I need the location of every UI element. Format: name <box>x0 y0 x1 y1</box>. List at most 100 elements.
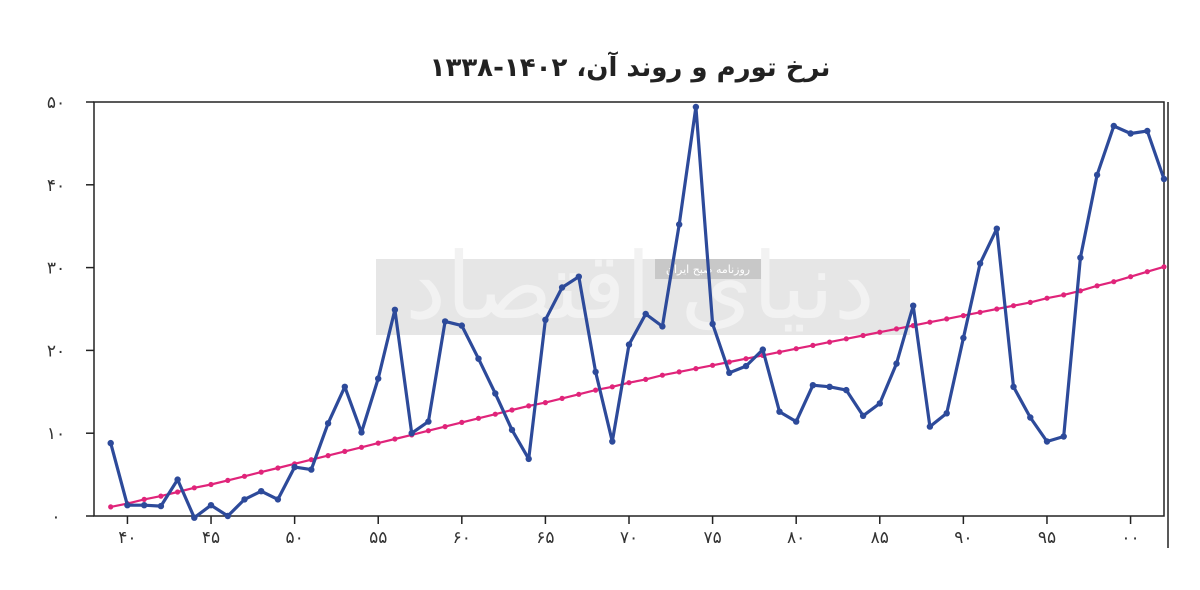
x-tick-label: ۹۵ <box>1038 528 1056 548</box>
trend-point <box>693 366 699 372</box>
inflation-point <box>107 439 114 447</box>
trend-point <box>1061 292 1067 298</box>
x-tick-label: ۹۰ <box>954 528 972 548</box>
inflation-point <box>843 386 850 394</box>
inflation-point <box>742 362 750 370</box>
trend-point <box>459 419 465 425</box>
inflation-point <box>692 103 700 111</box>
trend-point <box>392 436 398 442</box>
trend-point <box>1044 295 1050 301</box>
inflation-point <box>876 400 883 407</box>
inflation-point <box>609 438 616 445</box>
trend-point <box>977 309 983 315</box>
trend-point <box>108 504 114 510</box>
trend-point <box>191 485 197 491</box>
trend-point <box>960 313 967 319</box>
inflation-point <box>809 382 817 389</box>
inflation-point <box>993 225 1000 232</box>
x-tick-label: ۴۰ <box>118 528 136 548</box>
inflation-point <box>960 334 967 342</box>
y-axis-ticks: ۰ ۱۰ ۲۰ ۳۰ ۴۰ ۵۰ <box>47 93 94 527</box>
inflation-point <box>274 496 282 503</box>
trend-point <box>425 428 431 434</box>
inflation-point <box>759 346 766 353</box>
inflation-point <box>910 302 917 309</box>
inflation-point <box>1060 433 1067 440</box>
inflation-point <box>1110 122 1118 130</box>
x-tick-label: ۵۰ <box>285 528 303 548</box>
x-tick-label: ۷۵ <box>703 528 721 548</box>
trend-point <box>609 384 615 390</box>
inflation-point <box>709 320 716 328</box>
x-tick-label: ۴۵ <box>202 528 220 548</box>
inflation-point <box>859 412 867 419</box>
watermark-band <box>376 259 910 335</box>
trend-point <box>475 415 482 421</box>
inflation-series <box>107 103 1168 521</box>
x-tick-label: ۵۵ <box>369 528 387 548</box>
y-tick-label: ۰ <box>51 507 60 527</box>
inflation-point <box>659 323 666 330</box>
trend-point <box>1128 274 1134 280</box>
inflation-point <box>793 418 800 425</box>
inflation-point <box>542 316 549 323</box>
inflation-point <box>375 375 382 382</box>
inflation-point <box>1077 254 1084 261</box>
trend-point <box>676 369 682 375</box>
inflation-point <box>124 502 131 509</box>
trend-point <box>1094 283 1100 289</box>
inflation-point <box>174 476 181 483</box>
trend-point <box>1144 269 1150 275</box>
inflation-point <box>1043 438 1051 445</box>
trend-point <box>893 326 900 332</box>
x-axis-ticks: ۴۰ ۴۵ ۵۰ ۵۵ ۶۰ ۶۵ ۷۰ ۷۵ ۸۰ ۸۵ ۹۰ ۹۵ ۰۰ <box>118 516 1140 548</box>
inflation-point <box>207 502 215 509</box>
trend-point <box>576 391 582 397</box>
inflation-point <box>1144 127 1151 135</box>
x-tick-label: ۰۰ <box>1121 528 1139 548</box>
inflation-point <box>241 496 248 503</box>
inflation-point <box>676 221 683 228</box>
trend-point <box>810 342 816 348</box>
chart-series <box>107 103 1168 521</box>
trend-series <box>108 264 1167 510</box>
inflation-point <box>475 355 482 362</box>
inflation-point <box>458 322 465 329</box>
trend-point <box>626 380 632 386</box>
inflation-point <box>1093 171 1101 179</box>
trend-point <box>1027 299 1033 305</box>
trend-point <box>559 395 565 401</box>
x-tick-label: ۸۵ <box>871 528 889 548</box>
trend-point <box>442 424 448 430</box>
trend-point <box>860 332 866 339</box>
inflation-point <box>1127 130 1134 137</box>
inflation-point <box>308 466 315 473</box>
inflation-point <box>157 502 165 510</box>
inflation-point <box>258 488 265 495</box>
trend-point <box>726 359 732 365</box>
trend-point <box>375 440 381 446</box>
trend-point <box>258 469 264 475</box>
trend-point <box>141 496 147 502</box>
inflation-point <box>726 369 733 376</box>
inflation-point <box>642 310 649 318</box>
inflation-point <box>826 383 833 390</box>
inflation-point <box>943 410 950 417</box>
trend-point <box>710 362 716 368</box>
y-tick-label: ۱۰ <box>47 424 65 444</box>
trend-point <box>1161 264 1167 270</box>
trend-point <box>1010 303 1017 309</box>
trend-point <box>793 346 799 352</box>
inflation-point <box>625 341 633 348</box>
trend-point <box>492 411 498 417</box>
trend-line <box>110 265 1165 508</box>
trend-point <box>643 376 649 382</box>
trend-point <box>542 400 549 406</box>
trend-point <box>743 356 749 362</box>
trend-point <box>526 403 532 409</box>
inflation-line <box>109 105 1166 520</box>
trend-point <box>944 316 950 322</box>
inflation-point <box>525 455 532 463</box>
trend-point <box>593 387 599 393</box>
